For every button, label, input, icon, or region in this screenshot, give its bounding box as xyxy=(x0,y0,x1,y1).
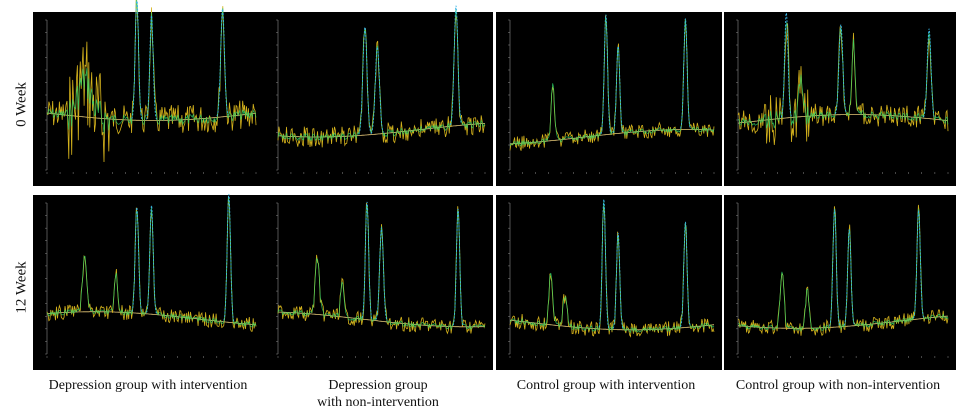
panel-background xyxy=(264,195,493,370)
spectrum-panel xyxy=(724,12,956,186)
spectrum-panel xyxy=(264,195,493,370)
baseline-curve xyxy=(46,112,257,121)
peak-fit-curve xyxy=(375,227,388,321)
spectrum-panel xyxy=(264,5,493,186)
baseline-curve xyxy=(737,114,949,124)
peak-fit-curve xyxy=(131,0,143,120)
panel-background xyxy=(496,195,722,370)
panel-background xyxy=(264,12,493,186)
peak-fit-curve xyxy=(829,209,841,327)
column-label-depression-intervention: Depression group with intervention xyxy=(48,378,248,393)
fit-line xyxy=(737,208,949,333)
row-label-0-week: 0 Week xyxy=(13,82,30,127)
column-label-depression-non-intervention: Depression group with non-intervention xyxy=(317,378,439,410)
fit-line xyxy=(509,202,715,333)
peak-fit-curve xyxy=(680,221,691,327)
peak-fit-curve xyxy=(843,229,855,326)
spectrum-panel xyxy=(496,195,722,370)
spectrum-line xyxy=(509,15,715,151)
peak-fit-curve xyxy=(612,46,624,134)
peak-fit-curve xyxy=(612,232,624,329)
spectrum-panel xyxy=(496,12,722,186)
peak-fit-curve xyxy=(216,8,229,117)
peak-fit-curve xyxy=(449,5,463,126)
row-label-12-week: 12 Week xyxy=(13,261,30,314)
peak-fit-curve xyxy=(131,207,143,313)
peak-fit-curve xyxy=(370,45,384,134)
peak-fit-curve xyxy=(600,14,612,135)
fit-line xyxy=(277,205,486,331)
peak-fit-curve xyxy=(452,208,464,326)
peak-fit-curve xyxy=(680,18,691,129)
panel-background xyxy=(724,12,956,186)
fit-line xyxy=(509,16,715,147)
peak-fit-curve xyxy=(361,201,373,320)
spectrum-panel xyxy=(33,193,264,370)
column-label-control-intervention: Control group with intervention xyxy=(516,378,696,393)
column-label-control-non-intervention: Control group with non-intervention xyxy=(735,378,941,393)
peak-fit-curve xyxy=(358,26,372,135)
peak-fit-curve xyxy=(922,28,936,119)
fit-line xyxy=(46,0,257,134)
peak-fit-curve xyxy=(223,193,235,322)
spectrum-panel xyxy=(33,0,264,186)
spectrum-panel xyxy=(724,195,956,370)
peak-fit-curve xyxy=(834,24,848,115)
